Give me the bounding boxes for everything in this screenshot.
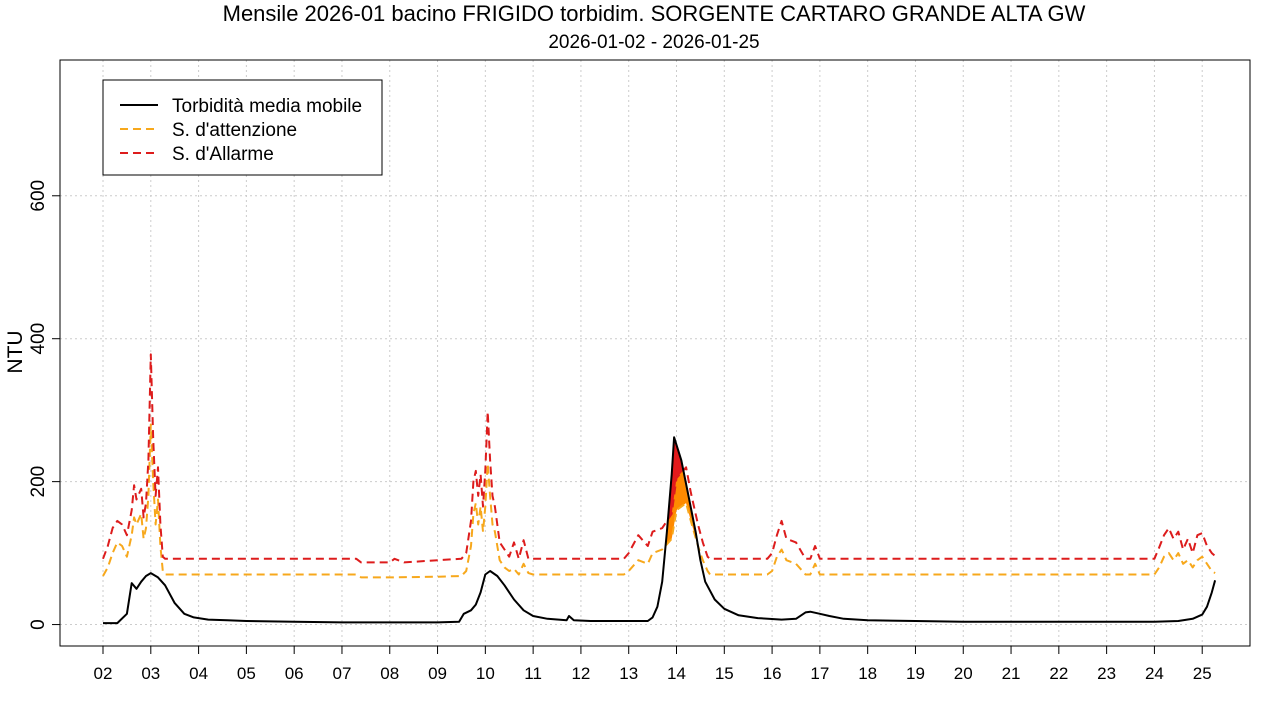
- grid: [60, 60, 1250, 646]
- series-line-turbidity: [103, 436, 1217, 625]
- x-tick-label: 24: [1145, 664, 1164, 683]
- x-tick-label: 09: [428, 664, 447, 683]
- x-tick-label: 16: [763, 664, 782, 683]
- x-tick-label: 19: [906, 664, 925, 683]
- x-axis: 02 03 04 05 06 07 08 09 10 11 12 13 14 15 16 17 18 19 20 21…: [94, 646, 1212, 683]
- x-tick-label: 18: [858, 664, 877, 683]
- series-line-attention: [102, 423, 1216, 579]
- x-tick-label: 13: [619, 664, 638, 683]
- y-tick-label: 0: [28, 619, 49, 630]
- x-tick-label: 17: [810, 664, 829, 683]
- x-tick-label: 23: [1097, 664, 1116, 683]
- legend-label-alarm: S. d'Allarme: [172, 144, 274, 165]
- alarm-exceedance-area: [662, 437, 708, 557]
- x-tick-label: 14: [667, 664, 686, 683]
- legend: Torbidità media mobile S. d'attenzione S…: [102, 79, 383, 176]
- x-tick-label: 21: [1002, 664, 1021, 683]
- y-tick-label: 200: [28, 466, 49, 498]
- x-tick-label: 08: [380, 664, 399, 683]
- x-tick-label: 07: [333, 664, 352, 683]
- y-axis-label: NTU: [4, 330, 27, 373]
- x-tick-label: 06: [285, 664, 304, 683]
- x-tick-label: 03: [141, 664, 160, 683]
- x-tick-label: 11: [524, 664, 542, 683]
- y-axis: 0 200 400 600: [28, 180, 60, 630]
- x-tick-label: 04: [189, 664, 208, 683]
- series-lines: [102, 353, 1217, 625]
- legend-label-turbidity: Torbidità media mobile: [172, 96, 362, 117]
- x-tick-label: 20: [954, 664, 973, 683]
- y-tick-label: 600: [28, 180, 49, 212]
- legend-label-attention: S. d'attenzione: [172, 120, 297, 141]
- x-tick-label: 02: [94, 664, 113, 683]
- plot-frame: [59, 59, 1251, 647]
- x-tick-label: 15: [715, 664, 734, 683]
- chart-subtitle: 2026-01-02 - 2026-01-25: [548, 32, 759, 53]
- x-tick-label: 25: [1193, 664, 1212, 683]
- x-tick-label: 12: [571, 664, 590, 683]
- series-line-alarm: [102, 353, 1216, 564]
- legend-box: [102, 79, 383, 176]
- x-tick-label: 05: [237, 664, 256, 683]
- y-tick-label: 400: [28, 323, 49, 355]
- x-tick-label: 10: [476, 664, 495, 683]
- x-tick-label: 22: [1049, 664, 1068, 683]
- chart-title: Mensile 2026-01 bacino FRIGIDO torbidim.…: [223, 1, 1086, 26]
